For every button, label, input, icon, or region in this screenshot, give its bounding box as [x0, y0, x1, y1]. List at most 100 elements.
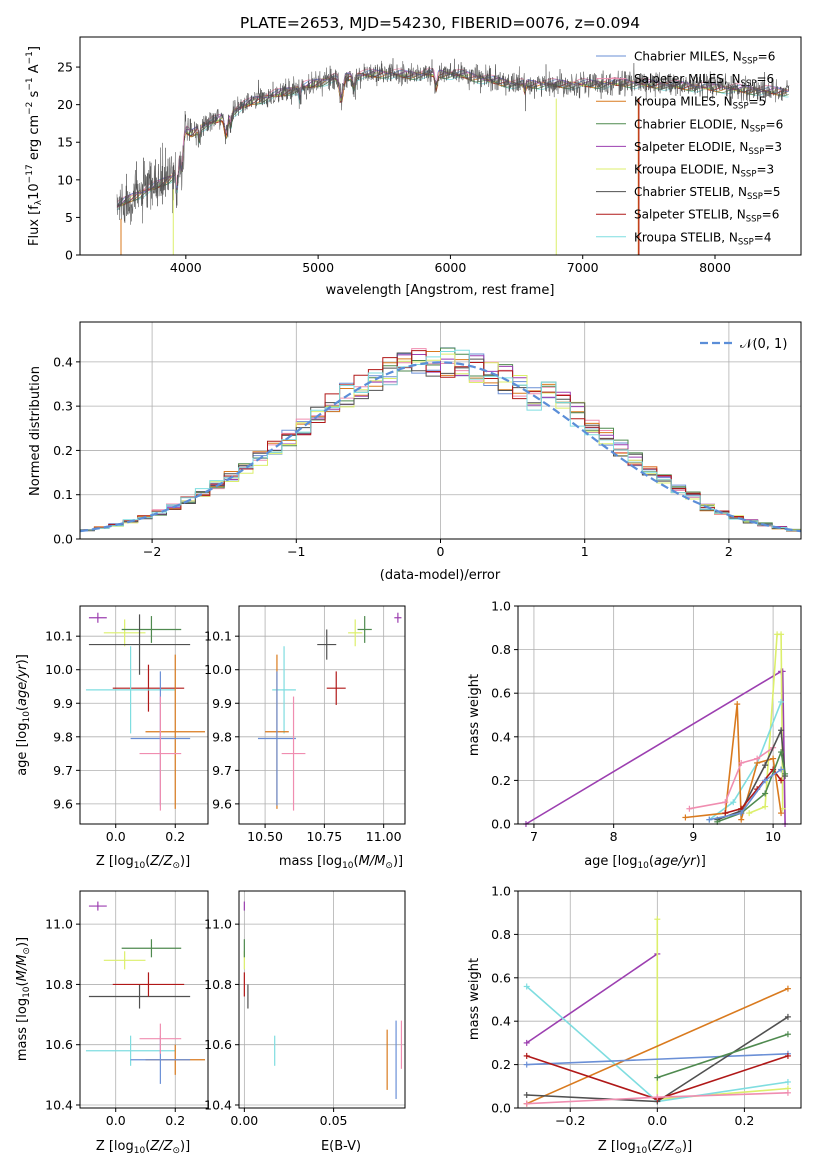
spectrum-legend: Chabrier MILES, NSSP=6 Salpeter MILES, NS… — [596, 50, 783, 247]
y-tick-label: 9.8 — [53, 729, 73, 744]
weight-line-chabrier_miles — [709, 768, 782, 821]
y-tick-label: 10.1 — [45, 629, 73, 644]
weight-vs-age-panel: 7 8 9 10 0.0 0.2 0.4 0.6 0.8 1.0 — [491, 599, 802, 844]
spectrum-xlabel: wavelength [Angstrom, rest frame] — [326, 283, 555, 298]
axes-frame — [79, 321, 802, 540]
y-tick-label: 0.8 — [491, 642, 511, 657]
legend-label: Chabrier MILES, NSSP=6 — [634, 50, 775, 67]
y-tick-label: 9.7 — [53, 763, 73, 778]
mZ-ylabel: mass [log10(M/M⊙)] — [15, 937, 32, 1061]
x-tick-label: 8000 — [699, 260, 731, 275]
y-tick-label: 0.0 — [491, 1101, 511, 1116]
weight-vs-metallicity-panel: −0.2 0.0 0.2 0.0 0.2 0.4 0.6 0.8 1.0 — [491, 884, 802, 1128]
y-tick-label: 15 — [57, 135, 73, 150]
y-tick-label: 0.2 — [491, 773, 511, 788]
y-tick-label: 10.1 — [204, 629, 232, 644]
wAge-xlabel: age [log10(age/yr)] — [584, 854, 706, 871]
ageZ-ylabel: age [log10(age/yr)] — [15, 654, 32, 776]
age-vs-metallicity-panel: 0.0 0.2 9.6 9.7 9.8 9.9 10.0 10.1 — [45, 605, 209, 844]
y-tick-label: 0.4 — [491, 729, 511, 744]
age-vs-mass-panel: 10.50 10.75 11.00 9.6 9.7 9.8 9.9 10.0 10.1 — [204, 605, 406, 844]
y-tick-label: 0.4 — [491, 1014, 511, 1029]
x-tick-label: 11.00 — [366, 829, 402, 844]
y-tick-label: 9.9 — [212, 696, 232, 711]
x-tick-label: 10.75 — [306, 829, 342, 844]
model-spectrum-salpeter_miles — [116, 68, 789, 203]
y-tick-label: 1.0 — [491, 884, 511, 899]
x-tick-label: 10.50 — [247, 829, 283, 844]
weight-line-kroupa_miles — [526, 987, 789, 1105]
axes-frame — [79, 605, 209, 825]
y-tick-label: 10 — [57, 172, 73, 187]
x-tick-label: 0.0 — [647, 1113, 667, 1128]
residual-xlabel: (data-model)/error — [380, 568, 501, 583]
y-tick-label: 0.1 — [53, 487, 73, 502]
y-tick-label: 9.6 — [53, 796, 73, 811]
weight-line-salpeter_elodie — [526, 953, 658, 1044]
axes-frame — [238, 605, 406, 825]
wZ-xlabel: Z [log10(Z/Z⊙)] — [598, 1139, 692, 1156]
weight-line-chabrier_miles — [526, 1053, 788, 1066]
x-tick-label: 7 — [530, 829, 538, 844]
weight-line-kroupa_elodie — [656, 919, 788, 1101]
x-tick-label: 0.00 — [230, 1113, 258, 1128]
y-tick-label: 0.3 — [53, 399, 73, 414]
x-tick-label: 0.05 — [320, 1113, 348, 1128]
axes-frame — [79, 36, 802, 256]
y-tick-label: 9.9 — [53, 696, 73, 711]
legend-label: Kroupa ELODIE, NSSP=3 — [634, 163, 774, 180]
y-tick-label: 10.0 — [45, 662, 73, 677]
y-tick-label: 10.4 — [204, 1097, 232, 1112]
y-tick-label: 25 — [57, 60, 73, 75]
x-tick-label: −0.2 — [555, 1113, 585, 1128]
x-tick-label: 0.2 — [165, 1113, 185, 1128]
y-tick-label: 0.4 — [53, 354, 73, 369]
legend-label: Kroupa MILES, NSSP=5 — [634, 95, 766, 112]
y-tick-label: 9.6 — [212, 796, 232, 811]
gaussian-curve — [79, 361, 802, 533]
y-tick-label: 0.0 — [53, 532, 73, 547]
legend-label: Salpeter ELODIE, NSSP=3 — [634, 140, 782, 157]
weight-line-kroupa_stelib — [708, 701, 782, 821]
y-tick-label: 10.8 — [45, 977, 73, 992]
x-tick-label: 0.0 — [106, 1113, 126, 1128]
wZ-ylabel: mass weight — [467, 958, 482, 1040]
x-tick-label: 2 — [725, 544, 733, 559]
y-tick-label: 20 — [57, 97, 73, 112]
x-tick-label: −2 — [143, 544, 161, 559]
mass-vs-metallicity-panel: 0.0 0.2 10.4 10.6 10.8 11.0 — [45, 890, 209, 1128]
legend-label: 𝒩(0, 1) — [740, 337, 787, 352]
x-tick-label: 0.2 — [165, 829, 185, 844]
x-tick-label: 9 — [689, 829, 697, 844]
x-tick-label: 4000 — [170, 260, 202, 275]
x-tick-label: 1 — [581, 544, 589, 559]
residual-histogram-salpeter_stelib — [80, 350, 801, 532]
y-tick-label: 9.8 — [212, 729, 232, 744]
legend-label: Salpeter MILES, NSSP=6 — [634, 72, 774, 89]
x-tick-label: 5000 — [302, 260, 334, 275]
mZ-xlabel: Z [log10(Z/Z⊙)] — [96, 1139, 190, 1156]
legend-label: Salpeter STELIB, NSSP=6 — [634, 208, 779, 225]
y-tick-label: 10.6 — [45, 1037, 73, 1052]
figure-title: PLATE=2653, MJD=54230, FIBERID=0076, z=0… — [240, 14, 640, 32]
mass-vs-extinction-panel: 0.00 0.05 10.4 10.6 10.8 11.0 — [204, 890, 406, 1128]
residual-histogram-panel: −2 −1 0 1 2 0.0 0.1 0.2 0.3 0.4 𝒩(0, 1) — [53, 321, 802, 559]
legend-label: Kroupa STELIB, NSSP=4 — [634, 230, 772, 247]
axes-frame — [238, 890, 406, 1109]
observed-spectrum — [116, 58, 790, 225]
y-tick-label: 0.2 — [53, 443, 73, 458]
residual-ylabel: Normed distribution — [28, 366, 43, 496]
y-tick-label: 10.6 — [204, 1037, 232, 1052]
x-tick-label: 8 — [610, 829, 618, 844]
x-tick-label: 10 — [765, 829, 781, 844]
axes-frame — [79, 890, 209, 1109]
legend-label: Chabrier STELIB, NSSP=5 — [634, 185, 781, 202]
y-tick-label: 5 — [65, 210, 73, 225]
y-tick-label: 11.0 — [45, 917, 73, 932]
y-tick-label: 10.4 — [45, 1097, 73, 1112]
y-tick-label: 0.0 — [491, 817, 511, 832]
x-tick-label: −1 — [287, 544, 305, 559]
x-tick-label: 7000 — [567, 260, 599, 275]
y-tick-label: 1.0 — [491, 599, 511, 614]
